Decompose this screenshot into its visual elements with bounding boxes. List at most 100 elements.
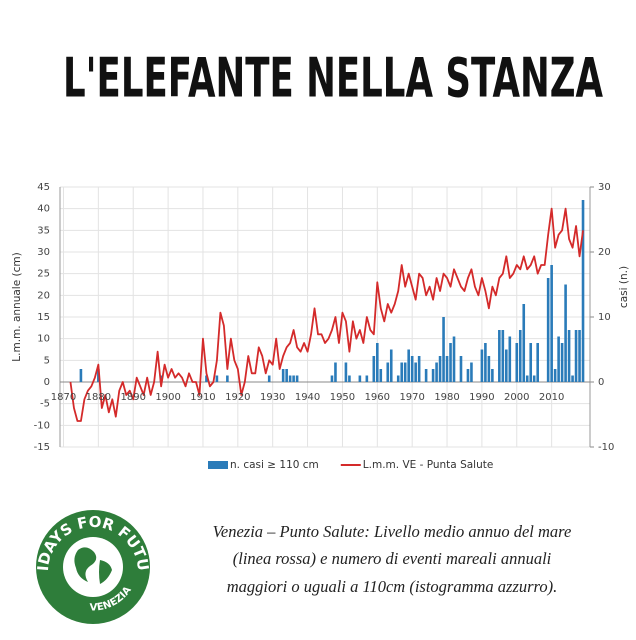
y-tick-label: 25 xyxy=(37,269,50,280)
bar xyxy=(525,375,529,382)
bar xyxy=(285,369,288,382)
bar xyxy=(334,362,337,382)
bar xyxy=(452,336,456,382)
bar xyxy=(466,369,470,382)
bar xyxy=(515,343,519,382)
x-tick-label: 1970 xyxy=(399,392,424,403)
x-tick-label: 1870 xyxy=(51,392,76,403)
bar xyxy=(529,343,533,382)
bar xyxy=(574,330,578,382)
bar xyxy=(505,349,508,382)
bar xyxy=(550,265,553,382)
x-tick-label: 1930 xyxy=(260,392,285,403)
line xyxy=(69,207,584,422)
bar xyxy=(442,317,445,382)
bar xyxy=(484,343,487,382)
y-tick-label: 10 xyxy=(37,334,50,345)
bar xyxy=(536,343,539,382)
y-tick-label: 20 xyxy=(37,290,50,301)
bar xyxy=(508,336,512,382)
bar xyxy=(215,375,219,382)
x-tick-label: 1960 xyxy=(365,392,390,403)
bar xyxy=(400,362,404,382)
bar xyxy=(386,362,390,382)
x-tick-label: 1890 xyxy=(120,392,145,403)
bar xyxy=(267,375,271,382)
caption-line: (linea rossa) e numero di eventi mareali… xyxy=(233,549,552,568)
bar xyxy=(288,375,292,382)
bar xyxy=(491,369,494,382)
page-title: L'ELEFANTE NELLA STANZA xyxy=(63,47,603,110)
bar xyxy=(470,362,473,382)
y2-axis-label: casi (n.) xyxy=(618,266,630,308)
logo-globe xyxy=(63,537,123,597)
bar xyxy=(372,356,376,382)
bar xyxy=(424,369,428,382)
bar xyxy=(407,349,410,382)
bar xyxy=(396,375,400,382)
bar xyxy=(480,349,484,382)
x-tick-label: 1990 xyxy=(469,392,494,403)
caption: Venezia – Punto Salute: Livello medio an… xyxy=(213,522,572,596)
x-tick-label: 1900 xyxy=(155,392,180,403)
bar xyxy=(459,356,463,382)
y-tick-label: -10 xyxy=(34,420,50,431)
bar xyxy=(226,375,229,382)
caption-line: maggiori o uguali a 110cm (istogramma az… xyxy=(227,577,557,596)
bar xyxy=(578,330,581,382)
x-tick-label: 1880 xyxy=(86,392,111,403)
bar xyxy=(379,369,383,382)
y-tick-label: 0 xyxy=(44,377,50,388)
logo-land xyxy=(74,547,112,584)
caption-line: Venezia – Punto Salute: Livello medio an… xyxy=(213,522,572,541)
y-tick-label: 40 xyxy=(37,204,50,215)
bar xyxy=(560,343,564,382)
bar xyxy=(79,369,83,382)
x-tick-label: 1920 xyxy=(225,392,250,403)
y-axis-label: L.m.m. annuale (cm) xyxy=(11,252,23,361)
bar xyxy=(410,356,414,382)
bar xyxy=(376,343,379,382)
y-tick-label: 5 xyxy=(44,355,50,366)
bar xyxy=(358,375,362,382)
x-tick-label: 2000 xyxy=(504,392,529,403)
bar xyxy=(557,336,560,382)
bar xyxy=(571,375,574,382)
bar xyxy=(292,375,295,382)
bar xyxy=(431,369,435,382)
bar xyxy=(445,356,449,382)
bar xyxy=(546,278,550,382)
y-tick-label: 30 xyxy=(37,247,50,258)
bar xyxy=(417,356,421,382)
y-tick-label: -5 xyxy=(40,399,50,410)
legend-swatch xyxy=(208,461,228,469)
x-tick-label: 1910 xyxy=(190,392,215,403)
y-tick-label: -15 xyxy=(34,442,50,453)
bar xyxy=(522,304,526,382)
bar xyxy=(365,375,369,382)
bar xyxy=(581,200,585,382)
bar xyxy=(487,356,491,382)
legend-label: L.m.m. VE - Punta Salute xyxy=(363,459,494,471)
legend-label: n. casi ≥ 110 cm xyxy=(230,459,319,471)
bar xyxy=(553,369,557,382)
y-tick-label: 15 xyxy=(37,312,50,323)
bar xyxy=(435,362,438,382)
bar xyxy=(438,356,442,382)
bar xyxy=(281,369,285,382)
bar xyxy=(567,330,571,382)
bar xyxy=(532,375,536,382)
x-tick-label: 1940 xyxy=(295,392,320,403)
x-tick-label: 1980 xyxy=(434,392,459,403)
y2-tick-label: 30 xyxy=(598,182,611,193)
y2-tick-label: 20 xyxy=(598,247,611,258)
bar xyxy=(205,375,208,382)
bar xyxy=(501,330,505,382)
chart: -15 -10 -5 0 5 10 15 20 25 30 35 40 45 -10 0 10 20 30 L.m.… xyxy=(11,182,630,471)
bar xyxy=(344,362,348,382)
bar xyxy=(498,330,501,382)
y2-tick-label: -10 xyxy=(598,442,614,453)
y2-tick-label: 10 xyxy=(598,312,611,323)
bar xyxy=(389,349,393,382)
